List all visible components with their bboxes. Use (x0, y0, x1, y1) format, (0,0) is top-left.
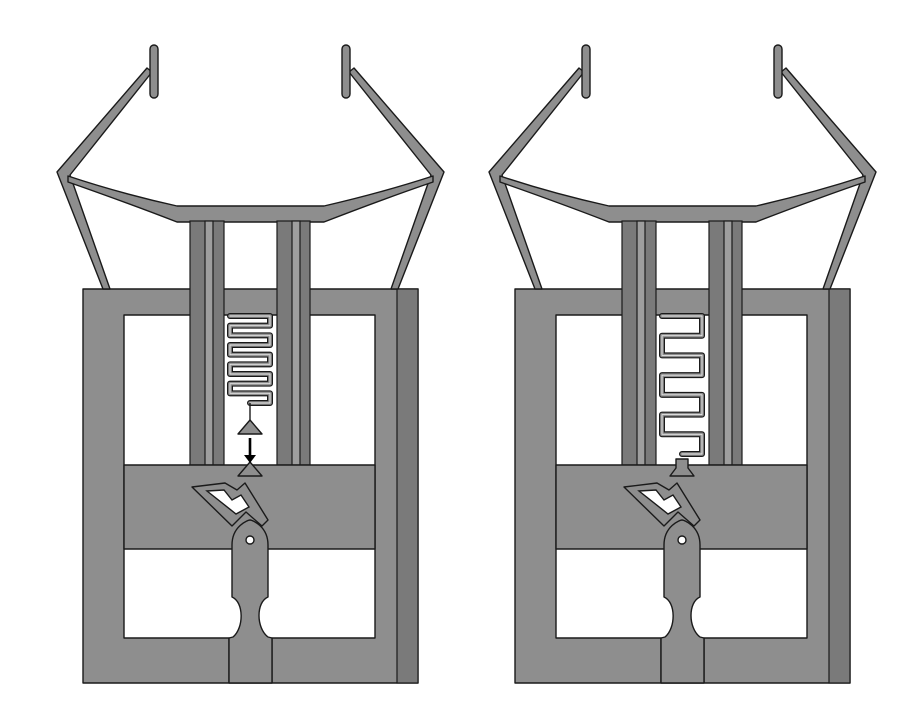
guide-rail-right-inner (291, 220, 301, 466)
frame-right-strip (828, 288, 851, 684)
frame-right-strip (396, 288, 419, 684)
spring-outline (227, 313, 273, 406)
guide-rail-left-inner (636, 220, 646, 466)
spring-core (661, 315, 703, 455)
pivot-hole (677, 535, 687, 545)
spring-engaged-tip (669, 458, 695, 477)
latch-cam-slot (205, 489, 251, 515)
guide-rail-left-inner (204, 220, 214, 466)
spring-core (229, 315, 271, 404)
pivot-hole (245, 535, 255, 545)
right-jaw-tip (773, 44, 783, 99)
spring-body (228, 314, 272, 405)
top-crossbar (499, 175, 866, 223)
top-crossbar (67, 175, 434, 223)
guide-rail-right-inner (723, 220, 733, 466)
latch-cam-slot (637, 489, 683, 515)
spring-trigger (237, 419, 263, 435)
panel-right (488, 44, 877, 684)
panel-left (56, 44, 445, 684)
latch-target (237, 461, 263, 477)
motion-arrow-head (244, 455, 256, 463)
left-jaw-tip (581, 44, 591, 99)
output-link (228, 519, 273, 684)
right-jaw-tip (341, 44, 351, 99)
left-jaw-tip (149, 44, 159, 99)
spring-body (660, 314, 704, 456)
output-link (660, 519, 705, 684)
